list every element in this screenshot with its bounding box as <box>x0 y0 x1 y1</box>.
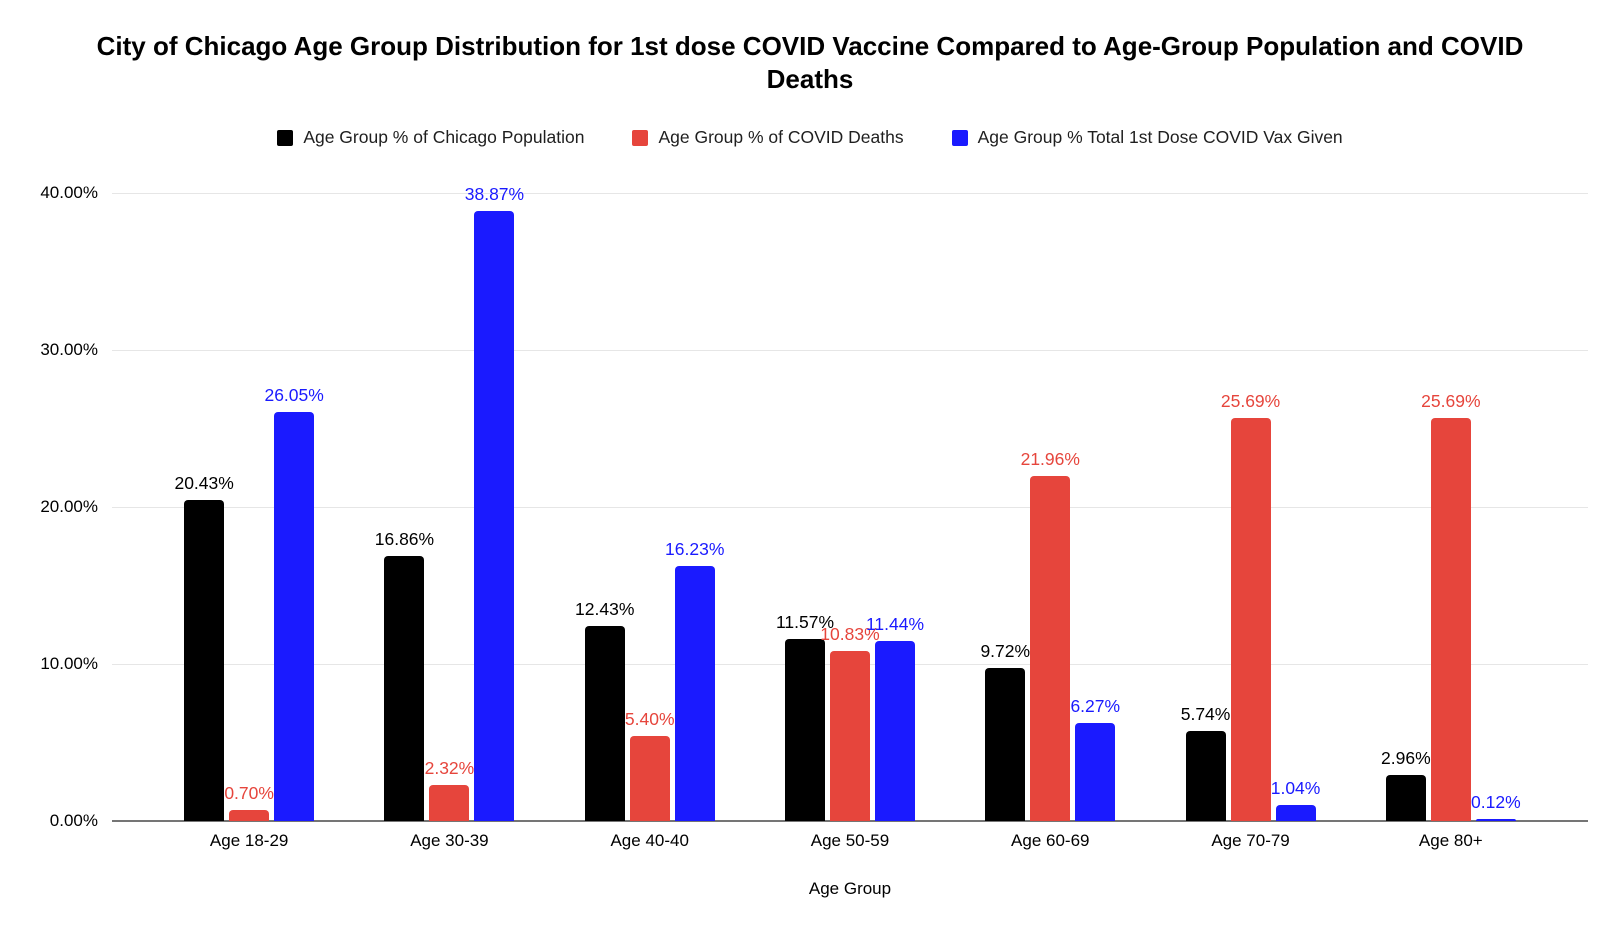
bar-value-label: 0.70% <box>224 783 274 804</box>
chart-title: City of Chicago Age Group Distribution f… <box>96 31 1524 94</box>
bar-value-label: 16.86% <box>374 529 435 550</box>
bar-value-label: 5.40% <box>624 709 675 730</box>
y-tick-label: 10.00% <box>40 654 98 673</box>
bar-value-label: 11.57% <box>775 612 835 633</box>
bar-series0-4: 9.72% <box>980 641 1030 821</box>
bar-series0-2: 12.43% <box>575 599 634 821</box>
bar-series2-1: 38.87% <box>465 184 524 821</box>
y-tick-label: 0.00% <box>49 811 98 830</box>
bar-value-label: 6.27% <box>1070 695 1121 716</box>
legend-item-2: Age Group % Total 1st Dose COVID Vax Giv… <box>951 127 1343 148</box>
bar-series2-4: 6.27% <box>1070 696 1120 821</box>
bar-series2-3: 11.44% <box>866 614 924 821</box>
bar-series1-4: 21.96% <box>1021 449 1080 821</box>
y-tick-label: 20.00% <box>40 497 98 516</box>
bar-value-label: 20.43% <box>174 473 234 494</box>
y-tick-label: 40.00% <box>40 183 98 202</box>
bar-series0-0: 20.43% <box>174 473 234 821</box>
gridline <box>112 193 1588 194</box>
bar-series2-6: 0.12% <box>1471 792 1521 821</box>
bar-value-label: 12.43% <box>575 598 635 619</box>
bar-series2-5: 1.04% <box>1271 778 1320 821</box>
x-tick-label: Age 80+ <box>1418 831 1483 850</box>
bar-group-3: 11.57% 10.83% 11.44% <box>750 193 950 821</box>
bar-value-label: 21.96% <box>1020 449 1080 470</box>
bar-series0-3: 11.57% <box>776 612 834 821</box>
gridline <box>112 350 1588 351</box>
x-tick-label: Age 60-69 <box>1011 831 1090 850</box>
bar-value-label: 9.72% <box>980 641 1031 662</box>
bar-series1-0: 0.70% <box>224 783 274 821</box>
bar-value-label: 38.87% <box>464 183 525 204</box>
legend-swatch-icon <box>277 129 294 146</box>
bar-group-5: 5.74% 25.69% 1.04% <box>1150 193 1350 821</box>
legend-item-0: Age Group % of Chicago Population <box>277 127 584 148</box>
bar-value-label: 11.44% <box>865 614 925 635</box>
bar-group-4: 9.72% 21.96% 6.27% <box>950 193 1150 821</box>
bar-value-label: 2.32% <box>424 757 475 778</box>
bar-value-label: 1.04% <box>1270 777 1321 798</box>
bar-group-6: 2.96% 25.69% 0.12% <box>1351 193 1551 821</box>
bar-value-label: 2.96% <box>1381 747 1431 768</box>
bar-value-label: 16.23% <box>665 539 725 560</box>
x-tick-label: Age 18-29 <box>209 831 289 850</box>
x-tick-label: Age 70-79 <box>1211 831 1290 850</box>
legend-swatch-icon <box>951 129 968 146</box>
legend: Age Group % of Chicago Population Age Gro… <box>0 127 1620 148</box>
legend-label: Age Group % Total 1st Dose COVID Vax Giv… <box>977 127 1343 147</box>
x-tick-label: Age 40-40 <box>610 831 689 850</box>
bar-series1-1: 2.32% <box>425 758 474 821</box>
bar-groups: 20.43% 0.70% 26.05% 16.86% 2.32% 38.87% 12.43%… <box>112 184 1588 821</box>
plot-area: 20.43% 0.70% 26.05% 16.86% 2.32% 38.87% 12.43%… <box>112 184 1588 822</box>
bar-value-label: 0.12% <box>1471 792 1521 813</box>
legend-item-1: Age Group % of COVID Deaths <box>632 127 904 148</box>
legend-swatch-icon <box>632 129 649 146</box>
legend-label: Age Group % of Chicago Population <box>303 127 585 147</box>
gridline <box>112 507 1588 508</box>
legend-label: Age Group % of COVID Deaths <box>658 127 904 147</box>
bar-series0-6: 2.96% <box>1381 748 1431 821</box>
bar-value-label: 5.74% <box>1180 703 1231 724</box>
bar-group-0: 20.43% 0.70% 26.05% <box>149 193 349 821</box>
bar-series2-2: 16.23% <box>665 539 724 821</box>
y-tick-label: 30.00% <box>40 340 98 359</box>
bar-series0-1: 16.86% <box>375 529 434 821</box>
bar-series1-6: 25.69% <box>1421 391 1481 821</box>
bar-value-label: 26.05% <box>264 385 324 406</box>
bar-group-1: 16.86% 2.32% 38.87% <box>349 184 549 821</box>
bar-value-label: 25.69% <box>1220 390 1281 411</box>
x-axis-line <box>112 820 1588 822</box>
x-tick-label: Age 50-59 <box>810 831 890 850</box>
x-axis-labels: Age 18-29 Age 30-39 Age 40-40 Age 50-59 Age … <box>112 831 1588 851</box>
bar-series1-2: 5.40% <box>625 709 675 821</box>
bar-group-2: 12.43% 5.40% 16.23% <box>550 193 750 821</box>
bar-series0-5: 5.74% <box>1181 704 1230 821</box>
x-axis-title: Age Group <box>808 879 892 898</box>
bar-series1-5: 25.69% <box>1221 391 1280 821</box>
x-tick-label: Age 30-39 <box>410 831 489 850</box>
bar-series1-3: 10.83% <box>820 624 880 821</box>
bar-series2-0: 26.05% <box>264 385 324 821</box>
bar-value-label: 25.69% <box>1421 390 1481 411</box>
bar-value-label: 10.83% <box>820 623 880 644</box>
